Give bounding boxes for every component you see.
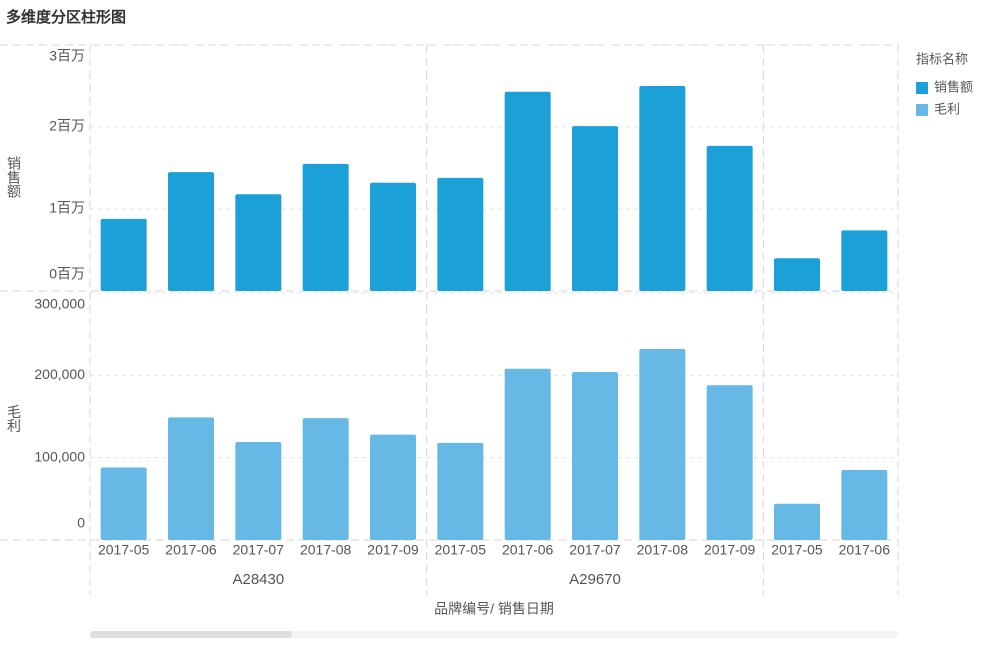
bar — [100, 467, 147, 540]
y-tick-label: 3百万 — [49, 48, 85, 64]
legend-title: 指标名称 — [916, 51, 968, 66]
bar — [100, 218, 147, 291]
bar — [639, 348, 686, 540]
bar — [437, 177, 484, 291]
legend-swatch — [916, 104, 928, 116]
group-label: A28430 — [232, 571, 284, 588]
y-tick-label: 100,000 — [34, 448, 85, 464]
y-axis-label: 毛利 — [6, 405, 22, 433]
x-tick-label: 2017-09 — [367, 542, 419, 558]
x-tick-label: 2017-05 — [435, 542, 487, 558]
bar — [437, 442, 484, 540]
bar — [706, 385, 753, 540]
scrollbar-thumb[interactable] — [90, 631, 292, 638]
x-tick-label: 2017-06 — [502, 542, 554, 558]
bar — [504, 368, 551, 540]
bar — [370, 182, 416, 291]
x-tick-label: 2017-05 — [771, 542, 823, 558]
bar — [841, 470, 888, 540]
bar — [302, 163, 349, 291]
x-tick-label: 2017-08 — [300, 542, 352, 558]
group-label: A29670 — [569, 571, 621, 588]
bar — [774, 258, 820, 291]
bar — [639, 86, 686, 291]
chart-title: 多维度分区柱形图 — [6, 8, 126, 26]
x-axis-label: 品牌编号/ 销售日期 — [434, 601, 554, 617]
bar — [370, 434, 416, 540]
x-tick-label: 2017-06 — [165, 542, 217, 558]
legend-label: 毛利 — [934, 101, 960, 116]
x-tick-label: 2017-09 — [704, 542, 756, 558]
x-tick-label: 2017-08 — [637, 542, 689, 558]
bar — [168, 172, 214, 291]
x-tick-label: 2017-07 — [569, 542, 621, 558]
bar — [774, 503, 820, 540]
y-tick-label: 0百万 — [49, 266, 85, 282]
y-tick-label: 300,000 — [34, 296, 85, 312]
bar — [302, 418, 349, 540]
bar — [841, 230, 888, 291]
y-tick-label: 2百万 — [49, 118, 85, 134]
bar — [235, 194, 282, 291]
x-tick-label: 2017-06 — [839, 542, 891, 558]
legend-label: 销售额 — [934, 79, 973, 94]
scrollbar-track[interactable] — [90, 631, 898, 638]
x-tick-label: 2017-07 — [233, 542, 285, 558]
bar — [504, 91, 551, 292]
bar — [235, 442, 282, 540]
y-tick-label: 1百万 — [49, 200, 85, 216]
y-tick-label: 200,000 — [34, 366, 85, 382]
legend-swatch — [916, 82, 928, 94]
y-tick-label: 0 — [77, 515, 85, 531]
x-tick-label: 2017-05 — [98, 542, 150, 558]
bar — [706, 145, 753, 291]
y-axis-label: 销售额 — [6, 156, 22, 198]
bar — [168, 417, 214, 540]
bar — [572, 372, 618, 540]
bar — [572, 126, 618, 292]
